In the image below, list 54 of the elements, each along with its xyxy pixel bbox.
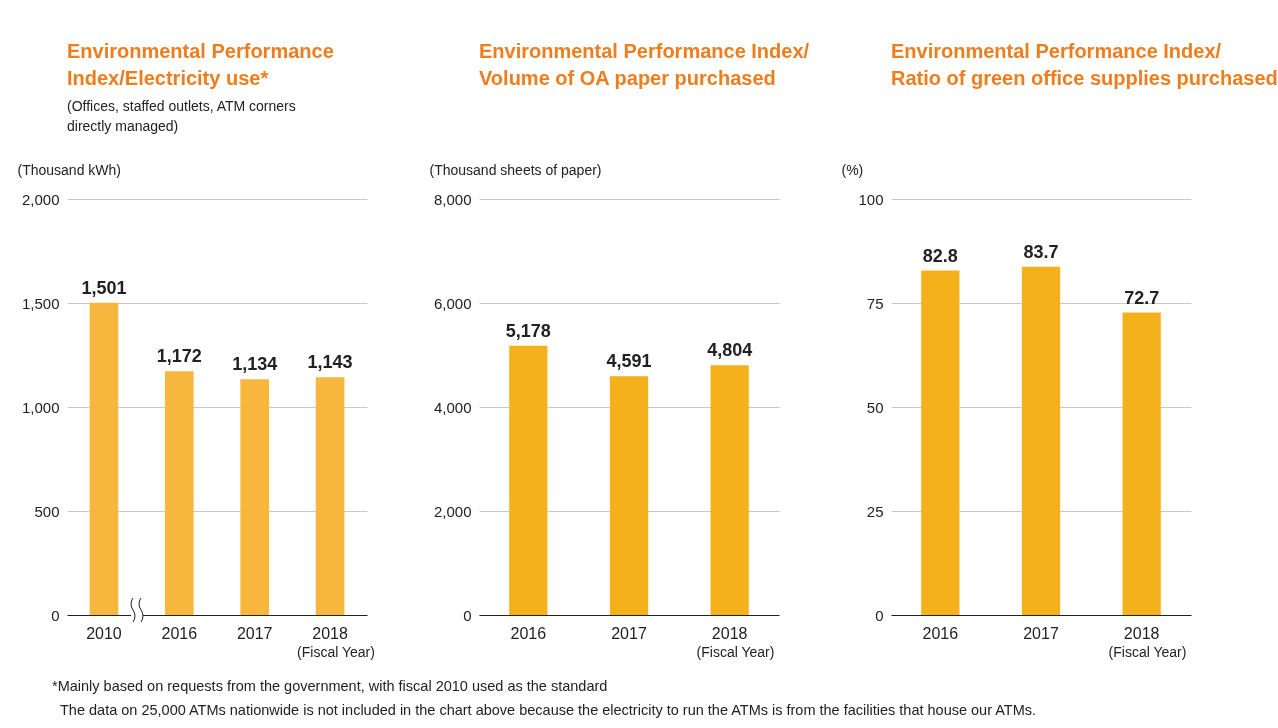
bar [1122,312,1161,615]
x-axis-title: (Fiscal Year) [297,643,375,660]
data-label: 4,804 [707,340,753,361]
chart-title: Environmental Performance Index/Ratio of green office supplies purchased [891,39,1278,91]
data-label: 82.8 [922,245,958,266]
y-axis-title: (Thousand sheets of paper) [429,161,602,178]
y-tick-label: 6,000 [433,294,472,312]
y-axis-title: (%) [841,161,864,178]
y-tick-label: 8,000 [433,190,472,208]
x-tick-label: 2017 [236,624,273,642]
y-tick-label: 75 [866,294,884,312]
x-tick-label: 2017 [1023,624,1059,642]
y-tick-label: 50 [866,398,884,416]
y-tick-label: 2,000 [433,502,472,520]
data-label: 1,143 [307,352,353,373]
chart-subtitle: (Offices, staffed outlets, ATM corners directly managed) [67,97,297,136]
y-tick-label: 0 [875,606,884,624]
bar [89,302,119,615]
text: *Mainly based on requests from the government, with fiscal 2010 used as the standard [52,677,609,696]
data-label: 1,501 [81,277,127,298]
x-tick-label: 2018 [1123,624,1160,642]
bar [1021,266,1061,615]
y-tick-label: 2,000 [21,190,60,208]
x-tick-label: 2010 [86,624,122,642]
x-tick-label: 2018 [312,624,348,642]
y-tick-label: 0 [51,606,60,624]
x-tick-label: 2018 [711,624,748,642]
y-tick-label: 1,000 [21,398,60,416]
y-tick-label: 25 [866,502,884,520]
bar [315,377,345,615]
x-tick-label: 2017 [611,624,647,642]
data-label: 5,178 [505,320,551,341]
data-label: 1,172 [156,346,202,367]
data-label: 1,134 [232,354,278,375]
bar [921,270,960,615]
data-label: 72.7 [1124,287,1160,308]
chart-title: Environmental Performance Index/Volume of OA paper purchased [479,39,811,91]
bar [240,379,270,615]
x-axis-title: (Fiscal Year) [1108,643,1187,660]
y-tick-label: 500 [34,502,60,520]
x-tick-label: 2016 [161,624,198,642]
x-tick-label: 2016 [510,624,547,642]
y-tick-label: 0 [463,606,472,624]
y-tick-label: 100 [858,190,884,208]
bar [164,371,194,615]
y-tick-label: 1,500 [21,294,60,312]
y-axis-title: (Thousand kWh) [17,161,121,178]
chart-title: Environmental Performance Index/Electricity use* [67,39,335,91]
y-tick-label: 4,000 [433,398,472,416]
text: The data on 25,000 ATMs nationwide is not included in the chart above because the electricity to run the ATMs is from the facilities that house our ATMs. [60,701,1038,720]
x-tick-label: 2016 [922,624,959,642]
data-label: 4,591 [606,351,652,372]
x-axis-title: (Fiscal Year) [696,643,775,660]
data-label: 83.7 [1023,241,1059,262]
